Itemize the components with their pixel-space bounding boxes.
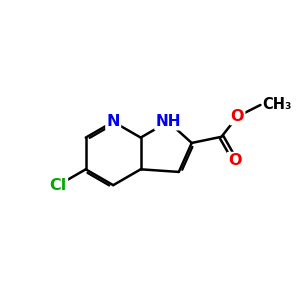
Text: Cl: Cl xyxy=(50,178,67,193)
Text: NH: NH xyxy=(155,114,181,129)
Text: CH₃: CH₃ xyxy=(262,98,291,112)
Text: N: N xyxy=(106,114,120,129)
Text: O: O xyxy=(228,153,242,168)
Text: O: O xyxy=(231,109,244,124)
